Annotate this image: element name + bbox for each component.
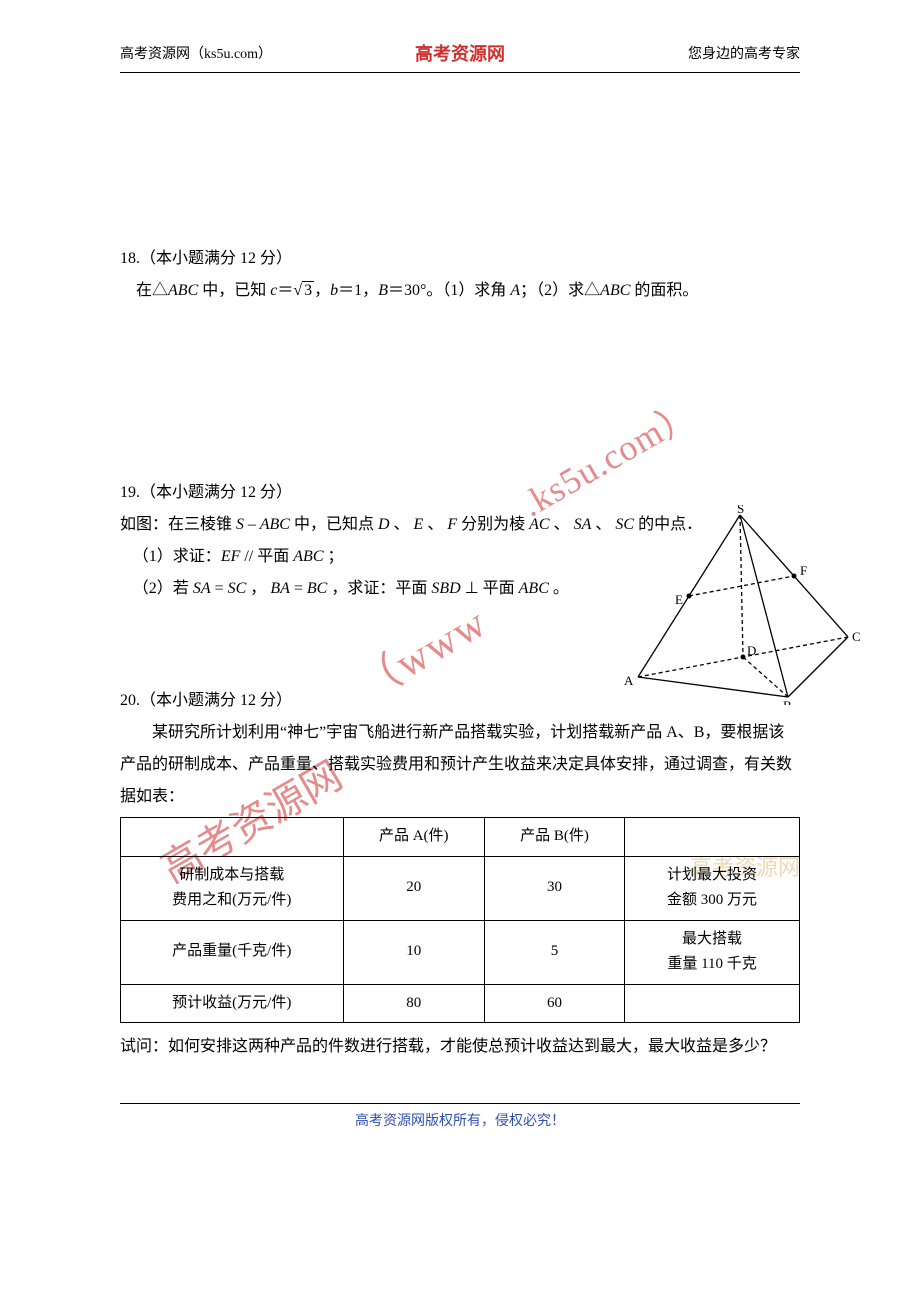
q20-head: 20.（本小题满分 12 分）: [120, 685, 800, 717]
table-row: 研制成本与搭载费用之和(万元/件) 20 30 计划最大投资金额 300 万元: [121, 856, 800, 920]
q18-bigA: A: [510, 282, 520, 299]
label-D: D: [747, 643, 756, 658]
cell-r3c2: 60: [484, 984, 624, 1023]
q18-sqrt3: 3: [302, 281, 314, 299]
q18-eq2: ＝1，: [338, 282, 378, 299]
q19-sabc: S – ABC: [236, 516, 290, 533]
col-0: [121, 818, 344, 857]
table-header-row: 产品 A(件) 产品 B(件): [121, 818, 800, 857]
q18-t1: 在△: [136, 282, 168, 299]
q19-l1-mid2: 分别为棱: [457, 516, 529, 533]
q19-sep1: 、: [390, 516, 414, 533]
q19-E: E: [414, 516, 424, 533]
page-header: 高考资源网（ks5u.com） 高考资源网 您身边的高考专家: [120, 40, 800, 73]
label-E: E: [675, 592, 683, 607]
page: 高考资源网（ks5u.com） 高考资源网 您身边的高考专家 （www .ks5…: [0, 0, 920, 1160]
label-S: S: [737, 505, 744, 516]
q20-para2: 试问：如何安排这两种产品的件数进行搭载，才能使总预计收益达到最大，最大收益是多少…: [120, 1031, 800, 1063]
q19-l1-mid: 中，已知点: [290, 516, 378, 533]
q19-l3-BA: BA: [270, 580, 290, 597]
q18-eq3: ＝30°。（1）求角: [388, 282, 510, 299]
q18-body: 在△ABC 中，已知 c＝3，b＝1，B＝30°。（1）求角 A；（2）求△AB…: [120, 275, 800, 307]
cell-r2c0: 产品重量(千克/件): [121, 920, 344, 984]
q19-l3-SC: SC: [228, 580, 247, 597]
q19-l3-eq2: =: [290, 580, 307, 597]
q19-figure: S A B C E F D: [620, 505, 860, 705]
label-C: C: [852, 629, 860, 644]
q19-l3-perp: ⊥ 平面: [461, 580, 519, 597]
q19-D: D: [378, 516, 390, 533]
q18-abc2: ABC: [600, 282, 630, 299]
table-row: 产品重量(千克/件) 10 5 最大搭载重量 110 千克: [121, 920, 800, 984]
q19-l3-SBD: SBD: [431, 580, 460, 597]
header-right: 您身边的高考专家: [573, 43, 800, 63]
q18-eq1: ＝: [277, 282, 293, 299]
q19-AC: AC: [529, 516, 549, 533]
q18-bigB: B: [378, 282, 388, 299]
q18-end: ；（2）求△: [520, 282, 600, 299]
q20-para1: 某研究所计划利用“神七”宇宙飞船进行新产品搭载实验，计划搭载新产品 A、B，要根…: [120, 717, 800, 813]
question-18: 18.（本小题满分 12 分） 在△ABC 中，已知 c＝3，b＝1，B＝30°…: [120, 243, 800, 307]
header-left: 高考资源网（ks5u.com）: [120, 43, 347, 63]
cell-r1c1: 20: [343, 856, 484, 920]
q19-l1-pre: 如图：在三棱锥: [120, 516, 236, 533]
cell-r1c3: 计划最大投资金额 300 万元: [625, 856, 800, 920]
q19-EF: EF: [221, 548, 241, 565]
q18-tail: 的面积。: [630, 282, 698, 299]
q19-l3-ABC: ABC: [519, 580, 549, 597]
q19-l3-eq1: =: [211, 580, 228, 597]
q19-l3-mid: ，求证：平面: [327, 580, 431, 597]
q20-table: 产品 A(件) 产品 B(件) 研制成本与搭载费用之和(万元/件) 20 30 …: [120, 817, 800, 1023]
col-2: 产品 B(件): [484, 818, 624, 857]
q18-b: b: [330, 282, 338, 299]
question-20: 20.（本小题满分 12 分） 某研究所计划利用“神七”宇宙飞船进行新产品搭载实…: [120, 685, 800, 1063]
question-19: 19.（本小题满分 12 分） 如图：在三棱锥 S – ABC 中，已知点 D …: [120, 477, 800, 605]
q19-l3-pre: （2）若: [133, 580, 193, 597]
q19-sep4: 、: [591, 516, 615, 533]
q19-sep2: 、: [423, 516, 447, 533]
cell-r2c1: 10: [343, 920, 484, 984]
cell-r3c3: [625, 984, 800, 1023]
content: 18.（本小题满分 12 分） 在△ABC 中，已知 c＝3，b＝1，B＝30°…: [120, 243, 800, 1063]
table-row: 预计收益(万元/件) 80 60: [121, 984, 800, 1023]
sqrt-icon: [293, 282, 302, 299]
col-1: 产品 A(件): [343, 818, 484, 857]
q18-comma: ，: [314, 282, 330, 299]
q19-F: F: [447, 516, 457, 533]
pyramid-icon: S A B C E F D: [620, 505, 860, 705]
cell-r2c3: 最大搭载重量 110 千克: [625, 920, 800, 984]
q19-sep3: 、: [550, 516, 574, 533]
q19-l2-pre: （1）求证：: [133, 548, 221, 565]
q18-t2: 中，已知: [198, 282, 270, 299]
q18-abc: ABC: [168, 282, 198, 299]
cell-r3c1: 80: [343, 984, 484, 1023]
q19-l2-ABC: ABC: [293, 548, 323, 565]
q19-l3-sep: ，: [246, 580, 270, 597]
q19-l2-tail: ；: [323, 548, 343, 565]
cell-r3c0: 预计收益(万元/件): [121, 984, 344, 1023]
cell-r1c2: 30: [484, 856, 624, 920]
q19-l3-BC: BC: [307, 580, 327, 597]
q18-head: 18.（本小题满分 12 分）: [120, 243, 800, 275]
header-center: 高考资源网: [347, 40, 574, 66]
q19-l2-par: // 平面: [240, 548, 293, 565]
q19-SA: SA: [574, 516, 592, 533]
q19-l3-tail: 。: [549, 580, 569, 597]
q19-l3-SA: SA: [193, 580, 211, 597]
label-F: F: [800, 563, 807, 578]
page-footer: 高考资源网版权所有，侵权必究！: [120, 1103, 800, 1130]
cell-r2c2: 5: [484, 920, 624, 984]
col-3: [625, 818, 800, 857]
cell-r1c0: 研制成本与搭载费用之和(万元/件): [121, 856, 344, 920]
